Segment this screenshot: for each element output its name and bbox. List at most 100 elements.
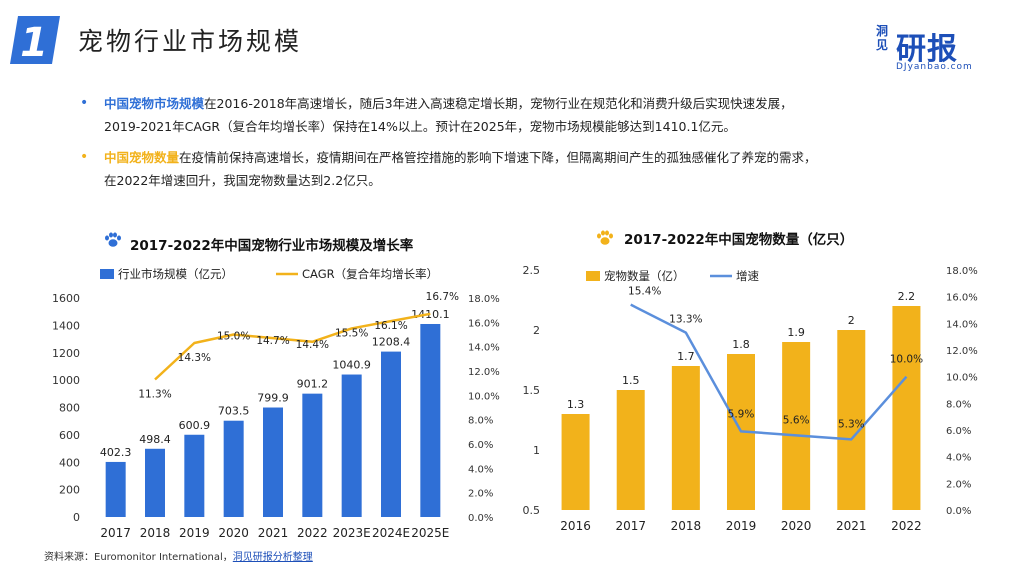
bar-value-label: 498.4 bbox=[139, 433, 171, 446]
y-right-tick-label: 16.0% bbox=[468, 318, 500, 329]
line-value-label: 5.3% bbox=[838, 418, 865, 430]
x-tick-label: 2025E bbox=[411, 526, 449, 540]
legend-line-label: CAGR（复合年均增长率） bbox=[302, 267, 438, 281]
line-value-label: 14.4% bbox=[296, 339, 329, 351]
x-tick-label: 2023E bbox=[333, 526, 371, 540]
y-right-tick-label: 18.0% bbox=[946, 266, 978, 277]
bar bbox=[105, 461, 126, 517]
y-left-tick-label: 0.5 bbox=[523, 504, 541, 517]
x-tick-label: 2020 bbox=[218, 526, 249, 540]
y-left-tick-label: 1200 bbox=[52, 347, 80, 360]
bar bbox=[671, 366, 700, 510]
bullet-text-line2: 2019-2021年CAGR（复合年均增长率）保持在14%以上。预计在2025年… bbox=[104, 119, 736, 134]
source-note: 资料来源：Euromonitor International，洞见研报分析整理 bbox=[44, 548, 313, 563]
bar-value-label: 703.5 bbox=[218, 405, 250, 418]
line-value-label: 5.9% bbox=[728, 408, 755, 420]
y-right-tick-label: 12.0% bbox=[946, 346, 978, 357]
bar bbox=[184, 434, 205, 517]
y-right-tick-label: 10.0% bbox=[468, 391, 500, 402]
y-right-tick-label: 4.0% bbox=[468, 464, 493, 475]
y-right-tick-label: 12.0% bbox=[468, 367, 500, 378]
y-left-tick-label: 0 bbox=[73, 511, 80, 524]
bar bbox=[420, 323, 441, 517]
bullet-dot: • bbox=[80, 149, 89, 165]
bullet-text-line2: 在2022年增速回升，我国宠物数量达到2.2亿只。 bbox=[104, 173, 381, 188]
chart-pet-count: 0.5 1 1.5 2 2.5 0.0% 2.0% 4.0% 6.0% 8.0% 10.0% 12.0… bbox=[523, 264, 978, 533]
line-value-label: 10.0% bbox=[890, 354, 923, 366]
brand-name-main: 研报 bbox=[896, 32, 958, 67]
line-value-label: 14.7% bbox=[256, 335, 289, 347]
bar bbox=[223, 420, 244, 517]
y-right-tick-label: 6.0% bbox=[946, 426, 971, 437]
bullet-list: • 中国宠物市场规模在2016-2018年高速增长，随后3年进入高速稳定增长期，… bbox=[80, 92, 980, 200]
y-right-tick-label: 18.0% bbox=[468, 294, 500, 305]
y-right-tick-label: 14.0% bbox=[468, 343, 500, 354]
growth-line bbox=[630, 303, 908, 441]
chart1-title: 2017-2022年中国宠物行业市场规模及增长率 bbox=[130, 238, 414, 254]
y-left-tick-label: 200 bbox=[59, 484, 80, 497]
line-value-label: 16.7% bbox=[426, 291, 459, 303]
bullet-text: 在2016-2018年高速增长，随后3年进入高速稳定增长期，宠物行业在规范化和消… bbox=[204, 96, 793, 111]
y-right-tick-label: 14.0% bbox=[946, 319, 978, 330]
y-right-tick-label: 8.0% bbox=[468, 416, 493, 427]
bar-value-label: 901.2 bbox=[297, 378, 329, 391]
bullet-pet-count: • 中国宠物数量在疫情前保持高速增长，疫情期间在严格管控措施的影响下增速下降，但… bbox=[80, 146, 980, 192]
bar bbox=[263, 407, 283, 517]
slide-number: 1 bbox=[20, 20, 48, 64]
line-value-label: 13.3% bbox=[669, 314, 702, 326]
legend-bar-label: 宠物数量（亿） bbox=[604, 269, 685, 283]
y-left-tick-label: 400 bbox=[59, 456, 80, 469]
bar-value-label: 1208.4 bbox=[372, 336, 411, 349]
bar-value-label: 2.2 bbox=[898, 290, 916, 303]
legend-bar-swatch bbox=[586, 271, 600, 281]
x-tick-label: 2019 bbox=[726, 519, 757, 533]
bar bbox=[892, 306, 921, 510]
y-left-tick-label: 1400 bbox=[52, 319, 80, 332]
x-tick-label: 2017 bbox=[615, 519, 646, 533]
y-right-tick-label: 0.0% bbox=[946, 506, 971, 517]
bar-value-label: 799.9 bbox=[257, 392, 289, 405]
brand-name-small: 洞见 bbox=[876, 24, 889, 52]
x-tick-label: 2016 bbox=[560, 519, 591, 533]
x-tick-label: 2021 bbox=[836, 519, 867, 533]
y-right-tick-label: 2.0% bbox=[468, 489, 493, 500]
bullet-highlight: 中国宠物数量 bbox=[104, 150, 180, 165]
y-right-tick-label: 16.0% bbox=[946, 293, 978, 304]
bullet-text: 在疫情前保持高速增长，疫情期间在严格管控措施的影响下增速下降，但隔离期间产生的孤… bbox=[179, 150, 817, 165]
legend-bar-swatch bbox=[100, 269, 114, 279]
bar-value-label: 1.5 bbox=[622, 374, 640, 387]
chart-market-size: 0 200 400 600 800 1000 1200 1400 1600 0.0% 2.0% 4.0… bbox=[52, 267, 500, 540]
y-left-tick-label: 1000 bbox=[52, 374, 80, 387]
bullet-dot: • bbox=[80, 95, 89, 111]
bar bbox=[381, 351, 401, 517]
source-prefix: 资料来源：Euromonitor International， bbox=[44, 552, 233, 563]
bar bbox=[145, 448, 165, 517]
y-left-tick-label: 1600 bbox=[52, 292, 80, 305]
y-right-tick-label: 10.0% bbox=[946, 373, 978, 384]
x-tick-label: 2017 bbox=[100, 526, 131, 540]
bar bbox=[782, 342, 811, 510]
x-tick-label: 2024E bbox=[372, 526, 410, 540]
paw-icon bbox=[597, 230, 613, 245]
y-right-tick-label: 4.0% bbox=[946, 453, 971, 464]
bar-value-label: 1.8 bbox=[732, 338, 750, 351]
bar-value-label: 600.9 bbox=[179, 419, 211, 432]
slide-number-badge: 1 bbox=[10, 16, 60, 64]
y-left-tick-label: 1 bbox=[533, 444, 540, 457]
line-value-label: 14.3% bbox=[178, 352, 211, 364]
chart2-title: 2017-2022年中国宠物数量（亿只） bbox=[624, 232, 854, 248]
bar-value-label: 402.3 bbox=[100, 446, 131, 459]
bar-value-label: 1.9 bbox=[787, 326, 805, 339]
line-value-label: 5.6% bbox=[783, 414, 810, 426]
bar-value-label: 2 bbox=[848, 314, 855, 327]
brand-url: DJyanbao.com bbox=[896, 62, 973, 72]
legend-line-label: 增速 bbox=[736, 269, 759, 283]
line-value-label: 15.5% bbox=[335, 327, 368, 339]
bar-value-label: 1.3 bbox=[567, 398, 585, 411]
bar bbox=[837, 330, 866, 510]
brand-logo: 洞见 研报 DJyanbao.com bbox=[864, 24, 1014, 72]
y-left-tick-label: 2 bbox=[533, 324, 540, 337]
y-right-tick-label: 8.0% bbox=[946, 399, 971, 410]
page-title: 宠物行业市场规模 bbox=[78, 27, 303, 56]
source-link[interactable]: 洞见研报分析整理 bbox=[232, 552, 313, 563]
